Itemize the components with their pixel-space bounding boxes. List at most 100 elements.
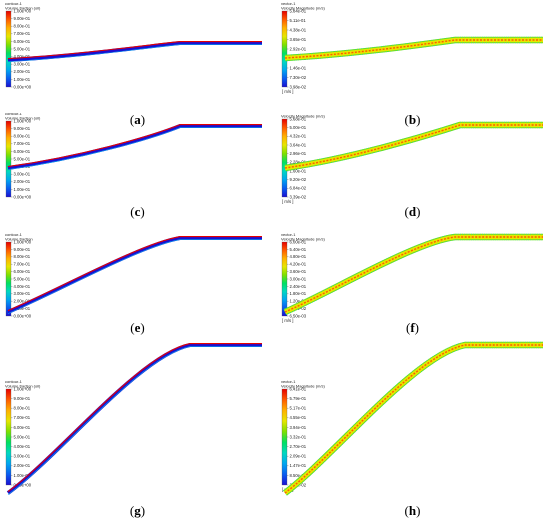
colorbar-tick-label: 6.50e-03 bbox=[290, 313, 307, 318]
colorbar-tick-label: 3.60e-01 bbox=[290, 269, 307, 274]
colorbar-g bbox=[5, 388, 12, 486]
colorbar-tick-label: 2.92e-01 bbox=[290, 46, 307, 51]
caption-b: (b) bbox=[404, 112, 421, 127]
colorbar-title-line: Velocity Magnitude (m/s) bbox=[281, 6, 325, 11]
colorbar-tick-label: 6.00e-01 bbox=[14, 269, 31, 274]
colorbar-tick-label: 2.00e-01 bbox=[14, 69, 31, 74]
colorbar-tick-label: 2.09e-01 bbox=[290, 454, 307, 459]
caption-e: (e) bbox=[130, 320, 145, 335]
colorbar-tick-label: 4.55e-01 bbox=[290, 415, 307, 420]
colorbar-tick-label: 3.00e-01 bbox=[290, 276, 307, 281]
colorbar-title-line: vector-1 bbox=[281, 113, 296, 114]
pipe-body bbox=[7, 236, 262, 314]
colorbar-tick-label: 5.40e-01 bbox=[290, 247, 307, 252]
colorbar-h bbox=[281, 388, 288, 486]
caption-d: (d) bbox=[404, 204, 421, 219]
colorbar-tick-label: 8.00e-01 bbox=[14, 134, 31, 139]
colorbar-tick-label: 3.65e-01 bbox=[290, 37, 307, 42]
oil-layer bbox=[7, 124, 262, 168]
colorbar-tick-label: 2.70e-01 bbox=[290, 444, 307, 449]
colorbar-tick-label: 7.00e-01 bbox=[14, 141, 31, 146]
pipe-flow-h bbox=[283, 341, 543, 496]
colorbar-tick-label: 6.00e-01 bbox=[14, 425, 31, 430]
colorbar-tick-label: 5.00e-01 bbox=[14, 276, 31, 281]
colorbar-title-line: vector-1 bbox=[281, 1, 296, 6]
colorbar-tick-label: 0.00e+00 bbox=[14, 313, 32, 318]
colorbar-tick-label: 1.00e-01 bbox=[14, 187, 31, 192]
colorbar-tick-label: 1.20e-01 bbox=[290, 299, 307, 304]
pipe-body bbox=[7, 124, 262, 170]
colorbar-tick-label: 1.46e-01 bbox=[290, 65, 307, 70]
panel-a: contour-1 Volume fraction (oil) 1.00e+00 9.… bbox=[0, 0, 275, 130]
colorbar-title-line: Volume fraction bbox=[5, 237, 33, 242]
colorbar-title-line: contour-1 bbox=[5, 113, 23, 116]
caption-label-e: e bbox=[134, 320, 141, 335]
colorbar-tick-label: 1.00e+00 bbox=[14, 118, 32, 123]
colorbar-tick-label: 2.00e-01 bbox=[14, 299, 31, 304]
colorbar-tick-label: 9.00e-01 bbox=[14, 126, 31, 131]
colorbar-title-line: contour-1 bbox=[5, 1, 23, 6]
colorbar-tick-label: 6.00e-01 bbox=[290, 239, 307, 244]
caption-label-h: h bbox=[408, 503, 417, 518]
pipe-outer bbox=[283, 341, 543, 496]
pipe-core bbox=[284, 234, 543, 315]
colorbar-unit: [ m/s ] bbox=[282, 89, 293, 94]
colorbar-tick-label: 9.00e-01 bbox=[14, 247, 31, 252]
oil-layer bbox=[7, 236, 262, 312]
colorbar-tick-label: 8.00e-01 bbox=[14, 406, 31, 411]
colorbar-tick-label: 3.98e-02 bbox=[290, 84, 307, 89]
colorbar-tick-label: 2.28e-01 bbox=[290, 160, 307, 165]
pipe-flow-a bbox=[7, 41, 262, 62]
colorbar-tick-label: 3.32e-01 bbox=[290, 434, 307, 439]
caption-a: (a) bbox=[129, 112, 146, 127]
colorbar-tick-label: 7.00e-01 bbox=[14, 415, 31, 420]
colorbar-tick-label: 7.00e-01 bbox=[14, 31, 31, 36]
colorbar-tick-label: 0.00e+00 bbox=[14, 194, 32, 199]
panel-c: contour-1 Volume fraction (oil) 1.00e+00 9.… bbox=[0, 113, 275, 253]
high-velocity-core bbox=[284, 124, 543, 169]
pipe-flow-g bbox=[6, 343, 262, 495]
colorbar-title-line: Velocity Magnitude (m/s) bbox=[281, 384, 325, 389]
caption-label-a: a bbox=[134, 112, 141, 127]
colorbar-title-line: contour-1 bbox=[5, 379, 23, 384]
colorbar-title-line: Volume fraction (oil) bbox=[5, 6, 41, 11]
colorbar-tick-label: 2.00e-01 bbox=[14, 463, 31, 468]
colorbar-tick-label: 1.00e-01 bbox=[14, 473, 31, 478]
colorbar-tick-label: 3.00e-01 bbox=[14, 291, 31, 296]
colorbar-tick-label: 0.00e+00 bbox=[14, 482, 32, 487]
colorbar-tick-label: 2.00e-01 bbox=[14, 179, 31, 184]
colorbar-title-line: Volume fraction (oil) bbox=[5, 116, 41, 121]
high-velocity-core bbox=[284, 39, 543, 59]
pipe-flow-c bbox=[7, 124, 262, 170]
caption-label-f: f bbox=[410, 320, 415, 335]
colorbar-tick-label: 6.41e-01 bbox=[290, 386, 307, 391]
colorbar-title-line: Velocity Magnitude (m/s) bbox=[281, 237, 325, 242]
colorbar-tick-label: 8.50e-02 bbox=[290, 473, 307, 478]
pipe-flow-e bbox=[7, 236, 262, 314]
colorbar-tick-label: 1.60e-01 bbox=[290, 168, 307, 173]
pipe-flow-b bbox=[284, 36, 543, 62]
colorbar-b bbox=[281, 10, 288, 88]
colorbar-tick-label: 5.84e-01 bbox=[290, 8, 307, 13]
colorbar-tick-label: 5.00e-01 bbox=[14, 46, 31, 51]
colorbar-tick-label: 6.00e-01 bbox=[14, 39, 31, 44]
colorbar-tick-label: 4.80e-01 bbox=[290, 254, 307, 259]
pipe-flow-d bbox=[284, 121, 543, 172]
oil-layer bbox=[7, 41, 262, 60]
colorbar-a bbox=[5, 10, 12, 88]
pipe-edge-vectors bbox=[283, 341, 543, 496]
colorbar-tick-label: 4.32e-01 bbox=[290, 134, 307, 139]
colorbar-tick-label: 5.17e-01 bbox=[290, 406, 307, 411]
colorbar-unit: [ m/s ] bbox=[282, 199, 293, 204]
